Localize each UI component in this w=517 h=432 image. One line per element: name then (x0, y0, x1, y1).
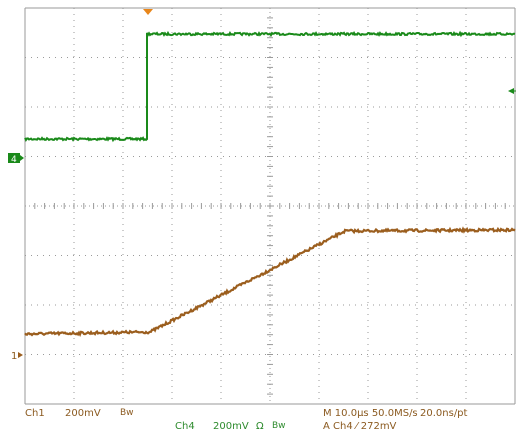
ch4-ground-marker-label: 4 (11, 155, 17, 165)
ch1-label: Ch1 (25, 408, 45, 419)
ch4-label: Ch4 (175, 421, 195, 432)
trigger-position-arrow-icon (143, 9, 153, 15)
ch4-ground-marker-arrow (20, 155, 24, 161)
ch4-waveform (24, 30, 516, 143)
ch4-termination: Ω (256, 421, 264, 432)
horizontal-settings: M 10.0µs 50.0MS/s (323, 408, 418, 419)
record-resolution: 20.0ns/pt (420, 408, 468, 419)
graticule (24, 7, 516, 405)
ch1-waveform (24, 226, 516, 337)
trigger-level-arrow-icon (508, 88, 514, 94)
ch1-bandwidth-limit: Bw (120, 408, 134, 418)
ch1-ground-marker-arrow (18, 352, 23, 358)
ch1-scale: 200mV (65, 408, 101, 419)
ch1-ground-marker-label: 1 (11, 351, 17, 362)
ch4-bandwidth-limit: Bw (272, 421, 286, 431)
ch4-ground-marker (8, 153, 20, 163)
ch4-scale: 200mV (213, 421, 249, 432)
trigger-settings: A Ch4 ⁄ 272mV (323, 421, 397, 432)
